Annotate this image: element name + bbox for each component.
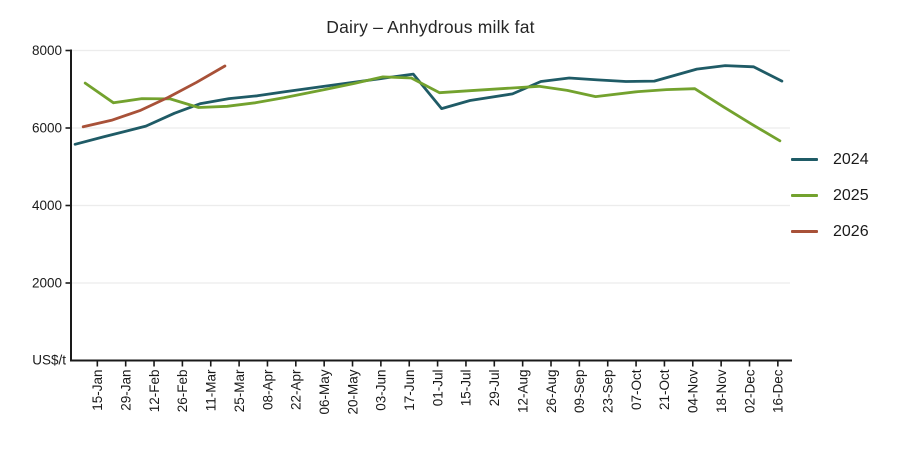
x-tick-label-04-Nov: 04-Nov xyxy=(686,369,701,413)
x-tick-label-15-Jul: 15-Jul xyxy=(459,370,474,407)
x-tick-label-21-Oct: 21-Oct xyxy=(657,369,672,410)
x-tick-label-12-Aug: 12-Aug xyxy=(515,370,530,414)
x-tick-label-03-Jun: 03-Jun xyxy=(374,370,389,411)
y-tick-labels: 2000 4000 6000 8000 xyxy=(32,43,62,291)
x-tick-label-20-May: 20-May xyxy=(345,369,360,414)
x-tick-label-29-Jul: 29-Jul xyxy=(487,370,502,407)
legend-label-2026: 2026 xyxy=(833,222,869,240)
legend-label-2025: 2025 xyxy=(833,186,869,204)
x-tick-label-23-Sep: 23-Sep xyxy=(601,370,616,414)
x-tick-labels: 15-Jan 29-Jan 12-Feb 26-Feb 11-Mar 25-Mar 08-A… xyxy=(90,369,786,415)
x-tick-label-18-Nov: 18-Nov xyxy=(714,369,729,413)
legend-swatch-2024 xyxy=(791,158,818,161)
x-tick-label-22-Apr: 22-Apr xyxy=(289,369,304,410)
x-tick-label-02-Dec: 02-Dec xyxy=(742,369,757,413)
y-tick-label-4000: 4000 xyxy=(32,198,62,213)
y-tick-label-6000: 6000 xyxy=(32,121,62,136)
legend-item-2025: 2025 xyxy=(791,185,869,206)
x-tick-label-09-Sep: 09-Sep xyxy=(572,370,587,414)
x-tick-label-01-Jul: 01-Jul xyxy=(430,370,445,407)
x-tick-label-08-Apr: 08-Apr xyxy=(260,369,275,410)
y-tick-label-8000: 8000 xyxy=(32,43,62,58)
y-tick-label-2000: 2000 xyxy=(32,276,62,291)
legend-item-2026: 2026 xyxy=(791,221,869,242)
x-tick-label-17-Jun: 17-Jun xyxy=(402,370,417,411)
x-tick-label-26-Feb: 26-Feb xyxy=(175,370,190,413)
legend-item-2024: 2024 xyxy=(791,149,869,170)
x-tick-label-29-Jan: 29-Jan xyxy=(118,370,133,411)
x-tick-label-11-Mar: 11-Mar xyxy=(204,369,219,411)
gridlines xyxy=(71,49,790,284)
x-tick-label-16-Dec: 16-Dec xyxy=(771,369,786,413)
x-tick-label-07-Oct: 07-Oct xyxy=(629,369,644,410)
legend-swatch-2025 xyxy=(791,194,818,197)
legend: 2024 2025 2026 xyxy=(791,149,869,242)
series-line-2024 xyxy=(73,64,784,146)
series-line-2025 xyxy=(83,75,782,143)
series-line-2026 xyxy=(81,64,227,129)
x-tick-label-12-Feb: 12-Feb xyxy=(147,370,162,413)
y-axis-unit-label: US$/t xyxy=(32,353,66,368)
legend-swatch-2026 xyxy=(791,230,818,233)
x-tick-label-26-Aug: 26-Aug xyxy=(544,370,559,414)
legend-label-2024: 2024 xyxy=(833,150,869,168)
chart-title: Dairy – Anhydrous milk fat xyxy=(326,17,535,37)
x-tick-label-06-May: 06-May xyxy=(317,369,332,414)
x-tick-label-25-Mar: 25-Mar xyxy=(232,369,247,412)
x-tick-label-15-Jan: 15-Jan xyxy=(90,370,105,411)
